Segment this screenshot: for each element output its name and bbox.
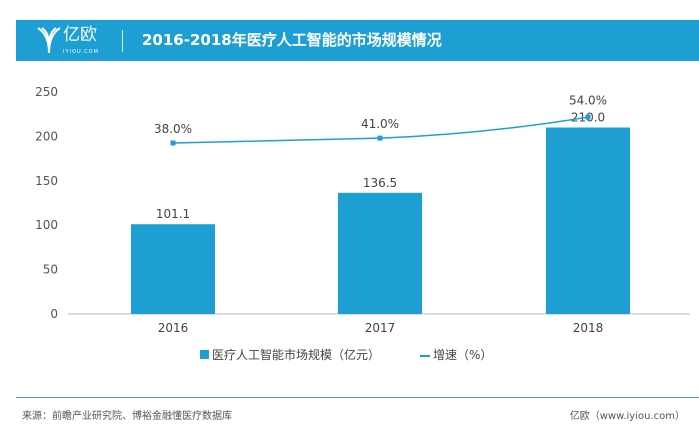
line-label: 41.0%	[361, 117, 399, 131]
y-tick-label: 150	[35, 174, 58, 188]
line-label: 54.0%	[569, 94, 607, 108]
bar	[131, 224, 215, 314]
bar	[338, 192, 422, 314]
footer-divider	[16, 397, 699, 398]
logo-text: 亿欧	[63, 25, 97, 45]
logo-subtext: IYIOU.COM	[63, 49, 99, 55]
source-text: 来源：前瞻产业研究院、博裕金融懂医疗数据库	[22, 411, 232, 422]
bar-label: 101.1	[156, 207, 190, 221]
y-tick-label: 0	[50, 307, 58, 321]
brand-text: 亿欧（www.iyiou.com）	[569, 411, 685, 422]
y-tick-label: 200	[35, 129, 58, 143]
bar-label: 136.5	[363, 176, 397, 190]
y-tick-label: 250	[35, 85, 58, 99]
line-point	[377, 135, 383, 141]
legend-line: 增速（%）	[420, 346, 492, 363]
header-bar: 亿欧 IYIOU.COM 2016-2018年医疗人工智能的市场规模情况	[16, 20, 699, 61]
x-tick-label: 2018	[573, 321, 604, 335]
line-label: 38.0%	[154, 122, 192, 136]
y-tick-label: 100	[35, 218, 58, 232]
legend-bar: 医疗人工智能市场规模（亿元）	[200, 346, 380, 363]
line-point	[170, 140, 176, 146]
logo-icon	[37, 27, 61, 54]
logo: 亿欧 IYIOU.COM	[36, 25, 126, 57]
bar	[546, 127, 630, 315]
y-tick-label: 50	[43, 263, 58, 277]
divider	[122, 30, 123, 52]
line-point	[585, 114, 591, 120]
x-tick-label: 2016	[158, 321, 189, 335]
legend: 医疗人工智能市场规模（亿元） 增速（%）	[200, 346, 492, 363]
page-title: 2016-2018年医疗人工智能的市场规模情况	[142, 31, 442, 49]
x-tick-label: 2017	[365, 321, 396, 335]
